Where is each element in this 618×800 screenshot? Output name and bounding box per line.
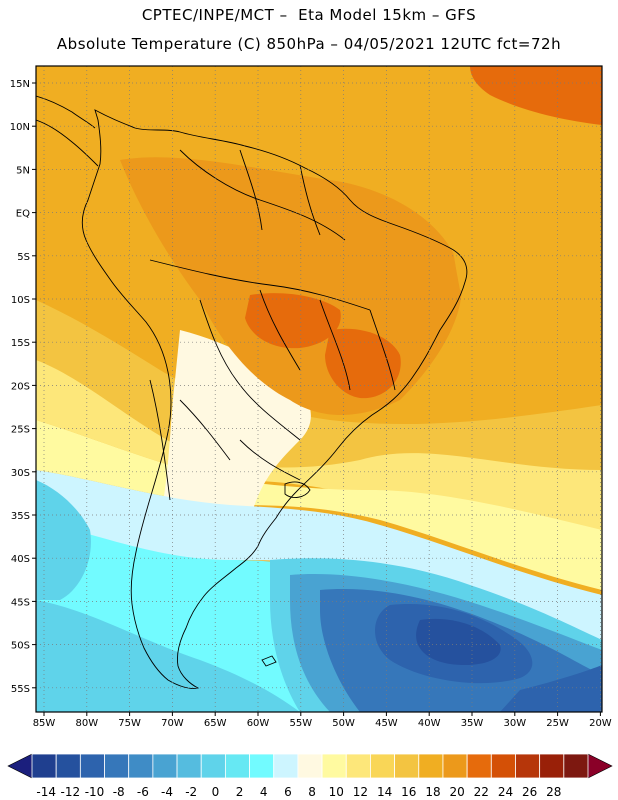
central-america-coast	[36, 95, 99, 167]
colorbar-low-arrow	[7, 753, 33, 779]
lat-tick-label: 5S	[17, 252, 30, 263]
colorbar-tick-label: 22	[474, 785, 489, 799]
lon-tick-label: 75W	[118, 718, 141, 729]
colorbar-swatch	[345, 753, 371, 779]
lat-tick-label: 30S	[11, 468, 30, 479]
colorbar-tick-label: 4	[260, 785, 268, 799]
lat-tick-label: 5N	[16, 165, 30, 176]
lon-tick-label: 20W	[589, 718, 612, 729]
colorbar-swatch	[394, 753, 420, 779]
field-deep-blue-se	[500, 665, 602, 712]
lat-tick-label: 40S	[11, 554, 30, 565]
lat-tick-label: EQ	[16, 209, 30, 220]
borders-interior	[149, 259, 396, 501]
colorbar-tick-label: -14	[36, 785, 56, 799]
colorbar-swatch	[321, 753, 347, 779]
colorbar-tick-label: 8	[308, 785, 316, 799]
lon-tick-label: 70W	[161, 718, 184, 729]
temperature-field	[36, 66, 602, 712]
colorbar-swatch	[104, 753, 130, 779]
lat-tick-label: 15N	[10, 79, 30, 90]
colorbar-tick-label: 20	[449, 785, 464, 799]
lon-tick-label: 85W	[33, 718, 56, 729]
colorbar-swatch	[466, 753, 492, 779]
latitude-axis: 15N 10N 5N EQ 5S 10S 15S 20S 25S 30S 35S 40S 45S 50S 5…	[10, 79, 36, 695]
field-darkest-blue-core	[416, 618, 501, 666]
lon-tick-label: 40W	[418, 718, 441, 729]
field-orange-ocean	[440, 140, 602, 310]
field-very-warm-1	[245, 293, 341, 349]
field-very-warm-ne	[470, 66, 602, 125]
field-pale-yellow-band	[36, 420, 602, 590]
lon-tick-label: 30W	[503, 718, 526, 729]
colorbar-tick-label: -2	[185, 785, 197, 799]
colorbar-swatch	[418, 753, 444, 779]
colorbar-tick-label: 18	[425, 785, 440, 799]
south-america-coast	[81, 109, 468, 689]
colorbar-tick-label: -12	[61, 785, 81, 799]
colorbar-swatch	[442, 753, 468, 779]
lat-tick-label: 55S	[11, 684, 30, 695]
colorbar-tick-label: -6	[137, 785, 149, 799]
colorbar-tick-label: 26	[522, 785, 537, 799]
colorbar-swatch	[370, 753, 396, 779]
colorbar-swatch	[128, 753, 154, 779]
lon-tick-label: 65W	[204, 718, 227, 729]
colorbar-tick-label: 24	[498, 785, 513, 799]
colorbar-swatch	[515, 753, 541, 779]
lat-tick-label: 50S	[11, 641, 30, 652]
lat-tick-label: 20S	[11, 381, 30, 392]
lon-tick-label: 50W	[332, 718, 355, 729]
lon-tick-label: 55W	[289, 718, 312, 729]
lat-tick-label: 35S	[11, 511, 30, 522]
colorbar-tick-label: 0	[212, 785, 220, 799]
map-frame	[35, 65, 603, 713]
lat-tick-label: 15S	[11, 338, 30, 349]
chart-title: CPTEC/INPE/MCT – Eta Model 15km – GFS	[141, 6, 477, 24]
lat-tick-label: 10S	[11, 295, 30, 306]
colorbar-swatch	[31, 753, 57, 779]
colorbar-tick-label: 28	[546, 785, 561, 799]
colorbar-tick-label: 12	[353, 785, 368, 799]
colorbar-swatch	[297, 753, 323, 779]
coastlines	[36, 95, 468, 689]
lon-tick-label: 35W	[461, 718, 484, 729]
field-light-blue-pacific	[36, 480, 91, 600]
colorbar-swatch	[176, 753, 202, 779]
colorbar-swatch	[224, 753, 250, 779]
lon-tick-label: 60W	[247, 718, 270, 729]
colorbar-swatch	[55, 753, 81, 779]
colorbar-tick-label: 2	[236, 785, 244, 799]
colorbar-swatch	[249, 753, 275, 779]
lon-tick-label: 80W	[75, 718, 98, 729]
colorbar-tick-label: 14	[377, 785, 392, 799]
colorbar-tick-label: 16	[401, 785, 416, 799]
colorbar-tick-label: -8	[113, 785, 125, 799]
lon-tick-label: 45W	[375, 718, 398, 729]
colorbar-tick-label: -4	[161, 785, 173, 799]
field-light-blue	[36, 600, 300, 712]
colorbar-swatch	[152, 753, 178, 779]
lat-tick-label: 10N	[10, 122, 30, 133]
falkland-islands	[261, 655, 277, 667]
colorbar-swatch	[490, 753, 516, 779]
colorbar-swatch	[273, 753, 299, 779]
lon-tick-label: 25W	[546, 718, 569, 729]
colorbar-swatch	[200, 753, 226, 779]
longitude-axis: 85W 80W 75W 70W 65W 60W 55W 50W 45W 40W 35W 30W 25W 2…	[33, 712, 612, 729]
colorbar-swatch	[79, 753, 105, 779]
borders-north	[179, 149, 346, 241]
lat-tick-label: 25S	[11, 425, 30, 436]
lagoon-south	[284, 481, 311, 498]
colorbar-tick-label: -10	[85, 785, 105, 799]
colorbar-high-arrow	[587, 753, 613, 779]
lat-tick-label: 45S	[11, 597, 30, 608]
colorbar-swatch	[563, 753, 589, 779]
colorbar-tick-label: 6	[284, 785, 292, 799]
chart-subtitle: Absolute Temperature (C) 850hPa – 04/05/…	[56, 35, 562, 53]
colorbar-swatch	[539, 753, 565, 779]
colorbar: -14 -12 -10 -8 -6 -4 -2 0 2 4 6 8 10 12 14 16 18 20 22 24 26…	[7, 753, 613, 799]
colorbar-tick-label: 10	[329, 785, 344, 799]
